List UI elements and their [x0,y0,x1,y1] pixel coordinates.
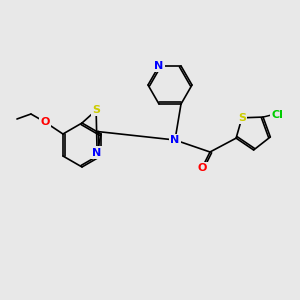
Text: S: S [238,113,246,123]
Text: N: N [170,135,180,145]
Text: N: N [154,61,164,71]
Text: S: S [92,105,100,115]
Text: N: N [92,148,102,158]
Text: O: O [40,117,50,127]
Text: Cl: Cl [271,110,283,120]
Text: O: O [197,163,207,173]
